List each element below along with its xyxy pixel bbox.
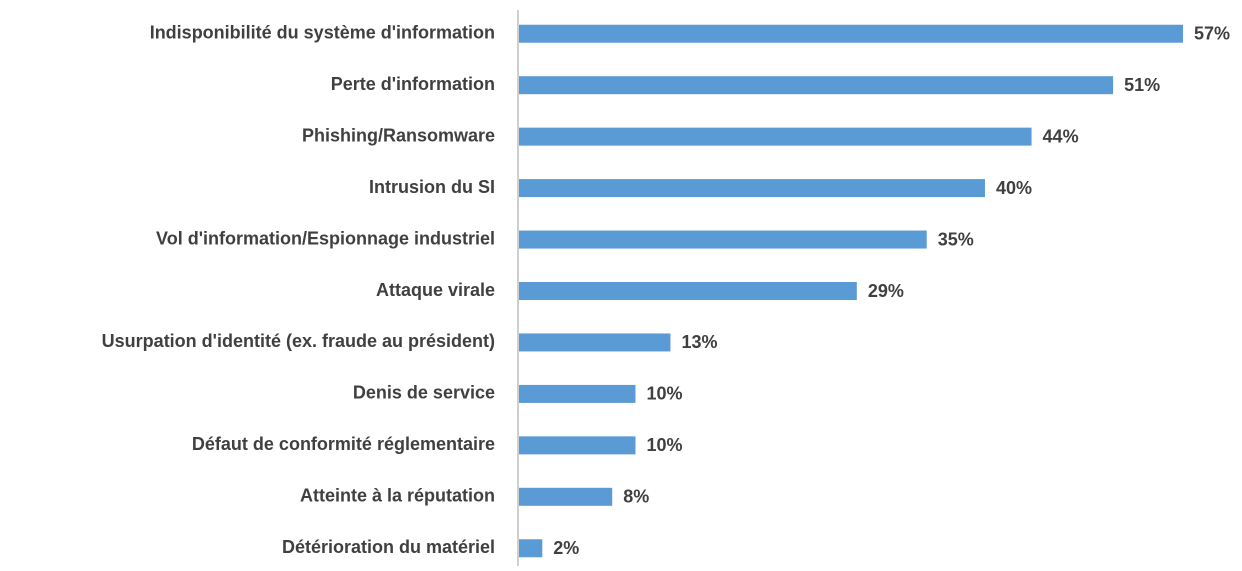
category-label: Perte d'information [331,74,495,94]
bar [519,539,543,558]
value-label: 51% [1124,75,1160,95]
bar [519,24,1183,43]
category-label: Défaut de conformité réglementaire [192,434,495,454]
bar [519,127,1032,146]
bar [519,384,636,403]
value-label: 40% [996,178,1032,198]
bar [519,179,985,198]
category-label: Usurpation d'identité (ex. fraude au pré… [102,331,495,351]
category-label: Vol d'information/Espionnage industriel [156,228,495,248]
bar [519,230,927,249]
category-label: Attaque virale [376,280,495,300]
value-label: 2% [553,538,579,558]
value-label: 29% [868,281,904,301]
value-label: 57% [1194,23,1230,43]
category-label: Indisponibilité du système d'information [150,22,495,42]
category-label: Denis de service [353,383,495,403]
bar [519,487,613,506]
bar [519,282,857,300]
category-label: Détérioration du matériel [282,537,495,557]
value-label: 35% [938,229,974,249]
value-label: 8% [623,487,649,507]
bar [519,436,636,455]
bar [519,333,671,352]
category-label: Atteinte à la réputation [300,486,495,506]
category-label: Phishing/Ransomware [302,125,495,145]
value-label: 13% [681,332,717,352]
value-label: 10% [646,435,682,455]
value-label: 44% [1043,126,1079,146]
value-label: 10% [646,384,682,404]
category-label: Intrusion du SI [369,177,495,197]
bar [519,76,1114,95]
